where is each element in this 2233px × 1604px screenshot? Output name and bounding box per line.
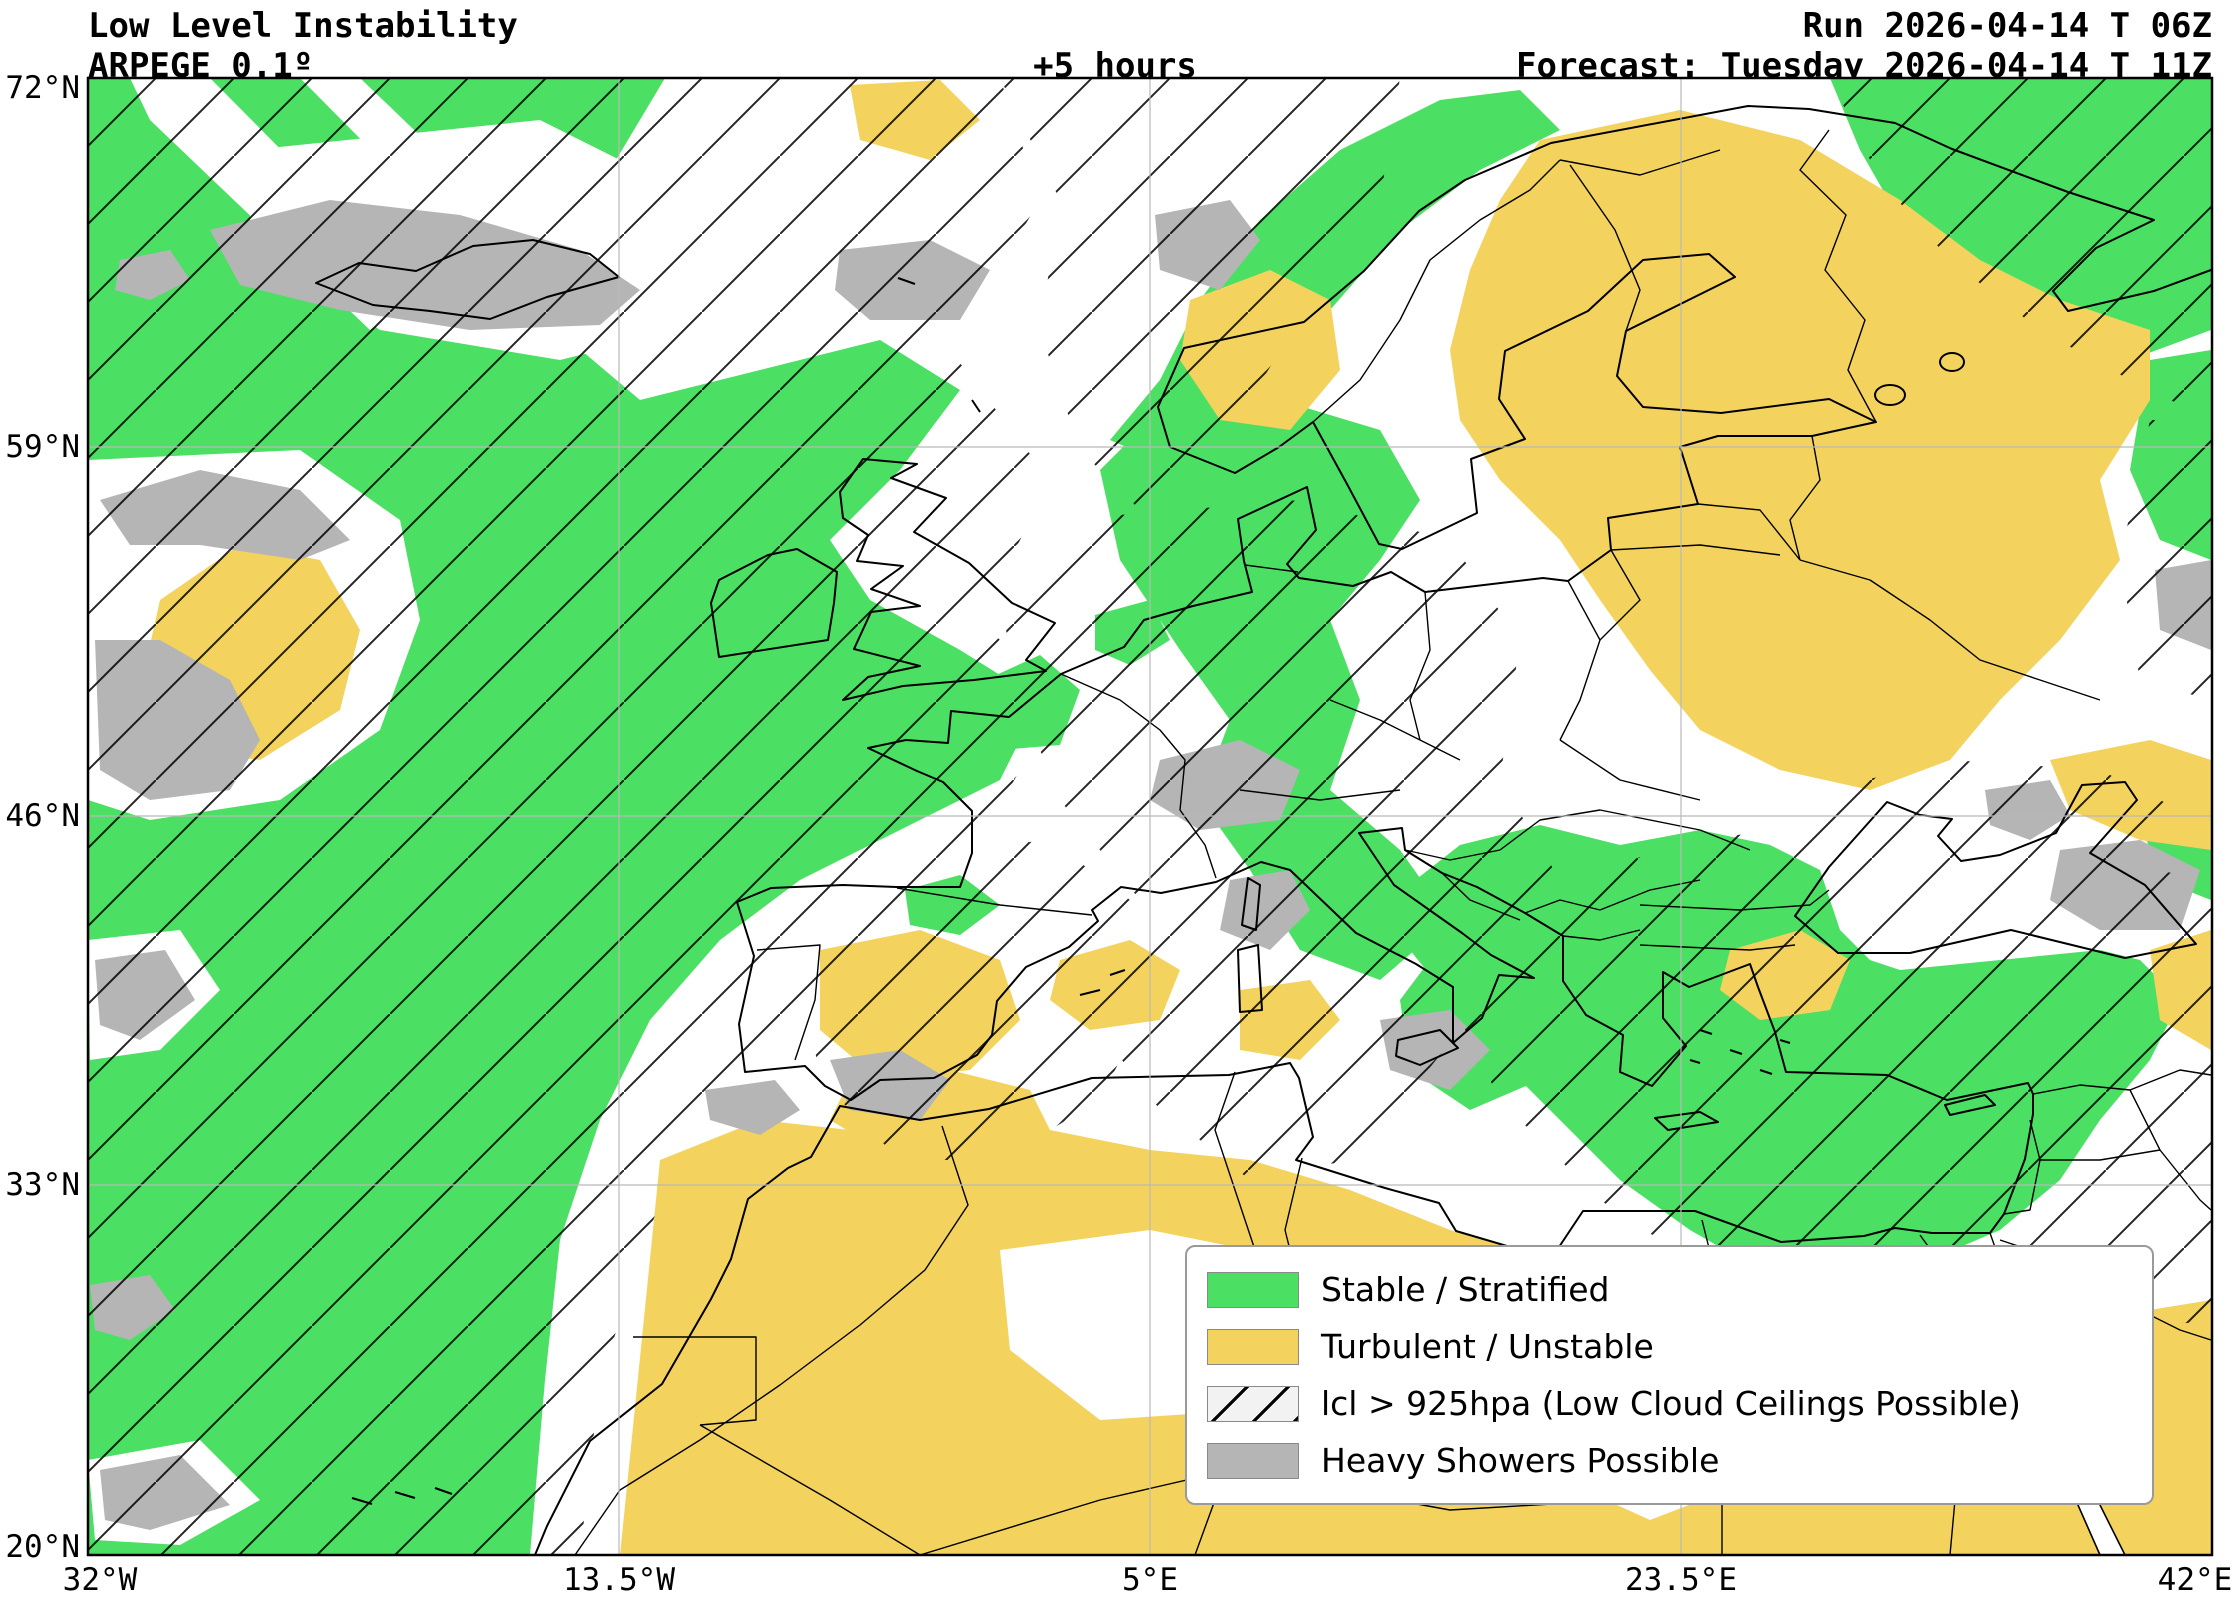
lake-onega — [1939, 352, 1965, 372]
x-tick-42e: 42°E — [2157, 1562, 2233, 1598]
region-yellow-scandinavia-east-europe — [850, 80, 2150, 790]
x-tick-5e: 5°E — [1122, 1562, 1178, 1598]
legend-item-stable: Stable / Stratified — [1207, 1261, 2132, 1318]
legend-label-heavy-showers: Heavy Showers Possible — [1321, 1441, 1720, 1480]
lake-ladoga — [1874, 384, 1906, 406]
legend-swatch-yellow — [1207, 1328, 1299, 1365]
y-tick-59n: 59°N — [5, 429, 80, 465]
coast-iceland — [315, 239, 620, 320]
y-tick-46n: 46°N — [5, 798, 80, 834]
coast-black-sea — [1794, 781, 2197, 959]
legend-label-turbulent: Turbulent / Unstable — [1321, 1327, 1654, 1366]
legend-swatch-green — [1207, 1271, 1299, 1308]
legend-item-turbulent: Turbulent / Unstable — [1207, 1318, 2132, 1375]
x-tick-135w: 13.5°W — [563, 1562, 675, 1598]
x-tick-235e: 23.5°E — [1625, 1562, 1737, 1598]
x-tick-32w: 32°W — [62, 1562, 138, 1598]
page-title: Low Level Instability — [88, 6, 518, 46]
legend-item-heavy-showers: Heavy Showers Possible — [1207, 1432, 2132, 1489]
legend-item-lcl: lcl > 925hpa (Low Cloud Ceilings Possibl… — [1207, 1375, 2132, 1432]
coast-ireland — [710, 548, 838, 658]
legend-label-lcl: lcl > 925hpa (Low Cloud Ceilings Possibl… — [1321, 1384, 2021, 1423]
legend-swatch-gray — [1207, 1442, 1299, 1479]
island-marks — [351, 277, 1791, 1505]
map-frame — [86, 76, 2214, 1557]
coast-islands-med — [1237, 877, 1996, 1131]
coast-atlantic-baltic-arctic — [736, 105, 2212, 1101]
legend-label-stable: Stable / Stratified — [1321, 1270, 1610, 1309]
y-tick-33n: 33°N — [5, 1167, 80, 1203]
y-tick-72n: 72°N — [5, 70, 80, 106]
y-tick-20n: 20°N — [5, 1529, 80, 1565]
coast-great-britain — [839, 458, 1056, 701]
borders-europe — [756, 129, 2101, 1061]
run-label: Run 2026-04-14 T 06Z — [1802, 6, 2212, 46]
gridlines — [88, 78, 2212, 1555]
legend-swatch-hatch — [1207, 1385, 1299, 1422]
coast-mediterranean-africa — [534, 827, 2034, 1555]
legend: Stable / Stratified Turbulent / Unstable… — [1185, 1245, 2154, 1505]
